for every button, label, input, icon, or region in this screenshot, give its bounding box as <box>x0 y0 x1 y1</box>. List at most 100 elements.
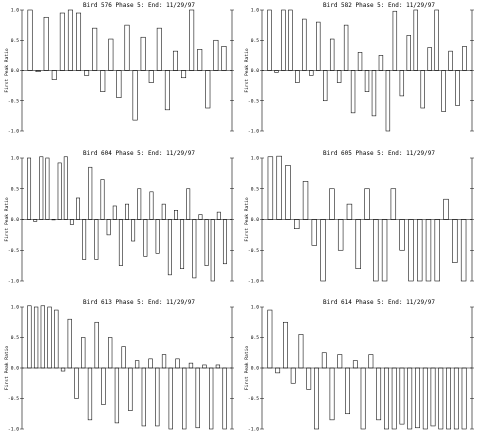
chart-title: Bird 582 Phase 5: End: 11/29/97 <box>323 2 435 9</box>
bar <box>141 367 146 427</box>
bar <box>100 179 105 220</box>
bar <box>399 219 405 251</box>
bar <box>267 309 273 369</box>
y-tick-label: 1.0 <box>251 305 260 311</box>
bar <box>112 205 117 220</box>
chart-title: Bird 576 Phase 5: End: 11/29/97 <box>83 2 195 9</box>
bar <box>323 70 328 102</box>
bar <box>134 360 140 369</box>
bar <box>298 334 304 369</box>
bar <box>84 70 90 76</box>
y-tick-label: 0.5 <box>11 38 20 44</box>
bar <box>373 219 379 282</box>
bar <box>371 70 377 117</box>
bar <box>346 203 353 220</box>
bar <box>350 70 356 114</box>
bar <box>430 367 436 427</box>
y-tick-label: 1.0 <box>11 8 20 14</box>
bar <box>27 305 32 369</box>
y-tick-label: 0.5 <box>251 186 260 192</box>
y-tick-label: -1.0 <box>8 427 19 433</box>
y-tick-label: 1.0 <box>251 156 260 162</box>
chart-panel: Bird 613 Phase 5: End: 11/29/97 1.0 0.5 0.0… <box>4 299 234 433</box>
bar <box>455 70 460 106</box>
chart-title: Bird 613 Phase 5: End: 11/29/97 <box>83 299 195 306</box>
chart-panel: Bird 576 Phase 5: End: 11/29/97 1.0 0.5 0.0… <box>4 2 234 135</box>
chart-panel: Bird 604 Phase 5: End: 11/29/97 1.0 0.5 0.0… <box>4 150 234 285</box>
bar <box>415 367 420 429</box>
bar <box>337 219 344 251</box>
chart-title: Bird 605 Phase 5: End: 11/29/97 <box>323 150 435 157</box>
y-tick-label: 0.5 <box>11 186 20 192</box>
bar <box>94 219 99 260</box>
bar <box>364 70 370 92</box>
bar <box>337 354 343 369</box>
y-axis-label: First Peak Ratio <box>244 346 250 390</box>
bar <box>368 354 374 369</box>
bar <box>69 219 74 225</box>
y-tick-label: 0.5 <box>251 38 260 44</box>
bar <box>275 367 281 374</box>
bar <box>174 209 178 220</box>
bar <box>290 367 296 384</box>
y-axis-label: First Peak Ratio <box>4 48 10 92</box>
bar <box>452 219 458 263</box>
y-tick-label: 1.0 <box>251 8 260 14</box>
bar <box>132 70 138 121</box>
y-axis-label: First Peak Ratio <box>244 197 250 241</box>
bar <box>161 203 166 220</box>
bar <box>124 24 130 71</box>
bar <box>148 70 154 83</box>
bar <box>143 219 148 257</box>
bar <box>376 367 382 421</box>
y-tick-label: -0.5 <box>248 248 259 254</box>
bar <box>181 70 187 79</box>
bar <box>283 321 288 369</box>
bar <box>343 24 349 71</box>
bar <box>175 358 180 369</box>
bar <box>384 367 389 430</box>
y-tick-label: 0.0 <box>11 68 20 74</box>
bar <box>47 306 52 369</box>
bar <box>399 367 405 425</box>
y-tick-label: 0.0 <box>251 366 260 372</box>
bar <box>320 219 326 282</box>
bar <box>106 219 111 236</box>
bar <box>204 219 209 266</box>
bar <box>108 337 113 369</box>
y-axis-label: First Peak Ratio <box>4 346 10 390</box>
bar <box>360 367 366 430</box>
bar <box>385 70 391 132</box>
bar <box>302 18 307 71</box>
chart-title: Bird 604 Phase 5: End: 11/29/97 <box>83 150 195 157</box>
chart-panel: Bird 614 Phase 5: End: 11/29/97 1.0 0.5 0.0… <box>244 299 474 433</box>
bar <box>352 360 358 369</box>
bar <box>149 191 154 220</box>
bar <box>27 9 33 71</box>
bar <box>441 70 446 112</box>
bar <box>168 367 173 430</box>
bar <box>364 188 370 220</box>
bar <box>329 188 335 220</box>
bar <box>413 9 418 71</box>
bar <box>51 70 57 80</box>
bar <box>213 39 219 71</box>
bar <box>67 318 72 369</box>
bar <box>76 12 82 71</box>
bar <box>81 337 86 369</box>
bar <box>390 188 397 220</box>
bar <box>108 38 114 71</box>
bar <box>188 362 194 369</box>
bar <box>161 354 167 369</box>
y-tick-label: 0.5 <box>251 335 260 341</box>
bar <box>306 367 312 390</box>
bar <box>137 188 142 220</box>
bar <box>355 219 361 269</box>
bar <box>215 364 221 369</box>
bar <box>378 55 384 71</box>
bar <box>311 219 317 246</box>
bar <box>172 50 178 71</box>
bar <box>316 21 321 71</box>
bar <box>329 38 335 71</box>
bar <box>391 367 397 430</box>
